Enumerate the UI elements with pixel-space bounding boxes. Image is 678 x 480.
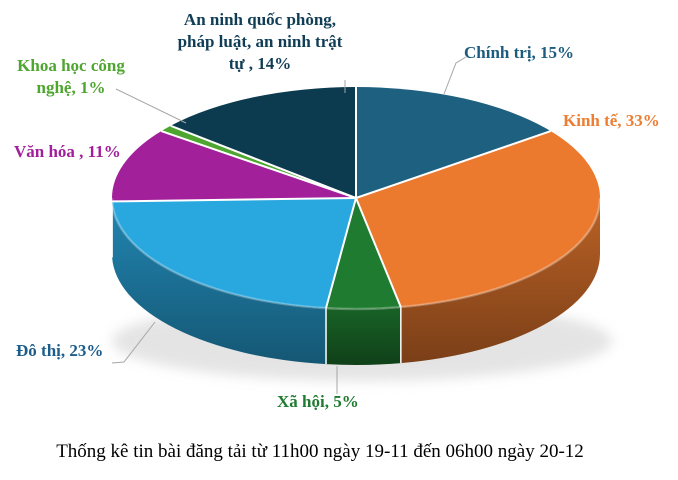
- slice-label-chinh-tri: Chính trị, 15%: [464, 43, 575, 62]
- slice-label-khoa-hoc-cong-nghe: Khoa học công nghệ, 1%: [17, 56, 125, 97]
- slice-label-an-ninh-quoc-phong: An ninh quốc phòng, pháp luật, an ninh t…: [177, 10, 343, 73]
- slice-label-xa-hoi: Xã hội, 5%: [277, 392, 359, 411]
- chart-caption: Thống kê tin bài đăng tải từ 11h00 ngày …: [56, 441, 584, 462]
- slice-label-do-thi: Đô thị, 23%: [16, 341, 104, 360]
- slice-label-van-hoa: Văn hóa , 11%: [14, 142, 121, 161]
- slice-label-kinh-te: Kinh tế, 33%: [563, 111, 660, 130]
